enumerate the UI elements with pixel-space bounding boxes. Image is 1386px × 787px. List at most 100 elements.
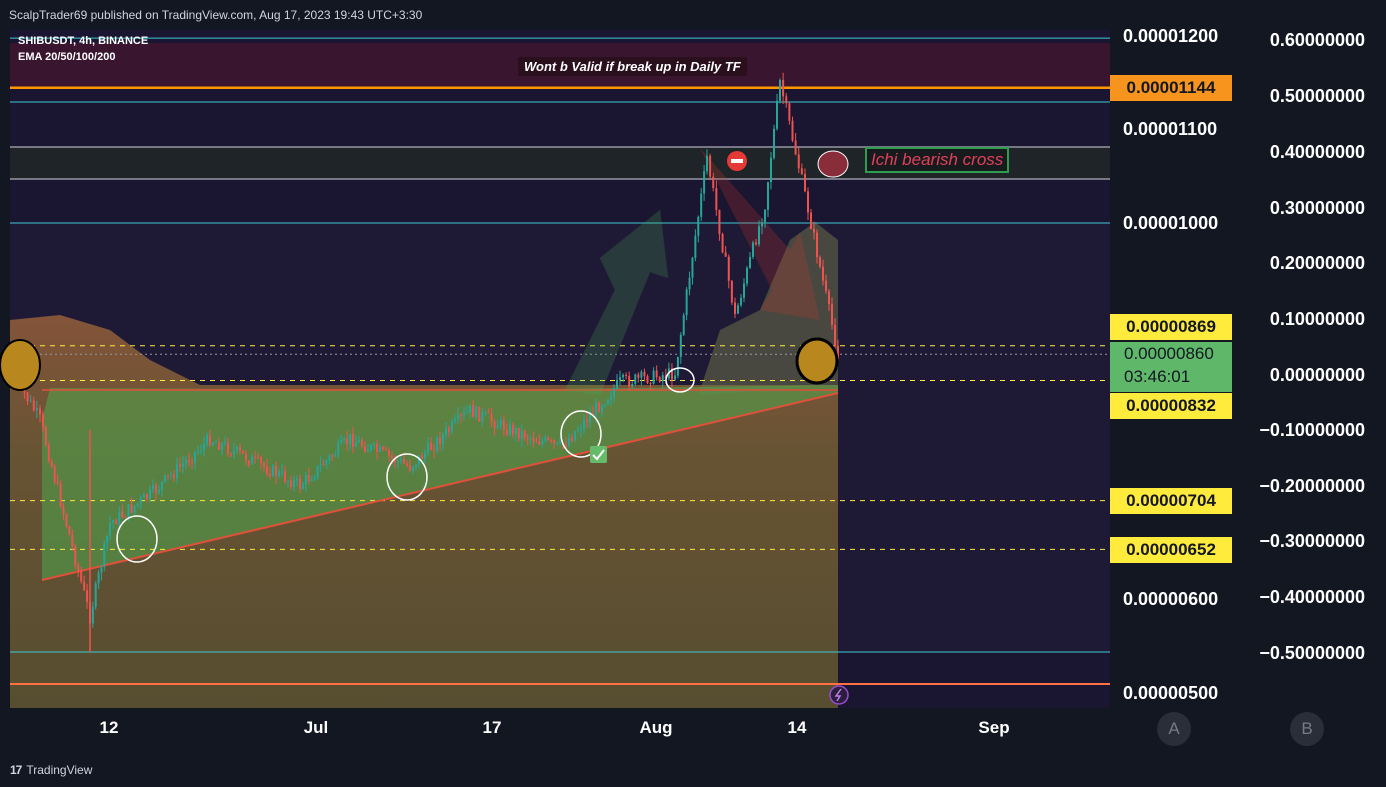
indicator-legend[interactable]: EMA 20/50/100/200	[18, 51, 116, 63]
candle-body	[460, 414, 462, 416]
bullish-projection-arrow	[564, 209, 669, 396]
candle-body	[370, 444, 372, 450]
price-chart[interactable]	[0, 30, 1386, 757]
candle-body	[655, 370, 658, 378]
candle-body	[385, 449, 387, 451]
candle-body	[712, 176, 715, 189]
resistance-price-tag: 0.00001144	[1110, 75, 1232, 101]
candle-body	[50, 461, 53, 467]
candle-body	[613, 388, 615, 398]
candle-body	[245, 453, 247, 461]
candle-body	[427, 443, 429, 453]
candle-body	[266, 466, 268, 474]
candle-body	[782, 79, 785, 97]
candle-body	[779, 79, 781, 101]
candle-body	[837, 345, 839, 359]
candle-body	[484, 412, 487, 414]
candle-body	[475, 406, 478, 418]
secondary-axis-label: −0.50000000	[1259, 643, 1365, 663]
candle-body	[379, 446, 381, 452]
candle-body	[514, 427, 517, 435]
candle-body	[337, 442, 340, 455]
candle-body	[571, 438, 573, 441]
time-label: 17	[482, 718, 502, 737]
candle-body	[56, 481, 59, 484]
candle-body	[767, 182, 769, 210]
candle-body	[807, 191, 809, 213]
candle-body	[149, 489, 151, 499]
candle-body	[589, 413, 591, 423]
candle-body	[331, 455, 334, 457]
candle-body	[182, 463, 184, 467]
candle-body	[130, 504, 133, 513]
candle-body	[319, 464, 322, 466]
secondary-axis-label: −0.30000000	[1259, 531, 1365, 551]
candle-body	[547, 437, 550, 441]
candle-body	[206, 435, 208, 444]
candle-body	[565, 444, 567, 447]
ascending-support-line[interactable]	[41, 392, 839, 581]
candle-body	[376, 443, 378, 452]
candle-body	[679, 334, 682, 357]
candle-body	[752, 242, 754, 257]
candle-body	[448, 428, 450, 432]
candle-body	[328, 455, 331, 461]
candle-body	[121, 511, 124, 517]
candle-body	[776, 100, 778, 129]
candle-body	[550, 440, 553, 442]
auto-scale-button[interactable]: A	[1157, 712, 1191, 746]
candle-body	[124, 516, 127, 518]
candle-body	[388, 450, 390, 456]
candle-body	[139, 497, 142, 504]
candle-body	[409, 465, 411, 471]
candle-body	[355, 442, 357, 447]
candle-body	[424, 452, 426, 459]
candle-body	[103, 543, 106, 567]
candle-body	[242, 450, 244, 454]
candle-body	[47, 445, 50, 462]
time-label: 12	[99, 718, 119, 737]
candle-body	[439, 437, 441, 445]
scale-b-button[interactable]: B	[1290, 712, 1324, 746]
candle-body	[233, 450, 235, 455]
candle-body	[661, 375, 664, 382]
lightning-icon[interactable]	[829, 685, 849, 705]
candle-body	[451, 421, 453, 432]
price-label: 0.00000600	[1123, 589, 1219, 609]
candle-body	[688, 277, 691, 290]
candle-body	[86, 590, 89, 603]
candle-body	[290, 480, 292, 488]
brand-name: TradingView	[26, 763, 93, 777]
check-mark-glyph	[592, 449, 605, 461]
tradingview-logo[interactable]: 17 TradingView	[10, 763, 92, 777]
candle-body	[239, 446, 241, 451]
bullish-triangle-zone	[42, 385, 838, 580]
secondary-axis-label: 0.60000000	[1269, 30, 1365, 50]
touch-circle	[560, 410, 602, 458]
ichi-annotation[interactable]: Ichi bearish cross	[865, 147, 1010, 173]
candle-body	[469, 405, 471, 412]
candle-body	[746, 267, 748, 284]
secondary-axis-label: 0.40000000	[1269, 142, 1365, 162]
candle-body	[304, 475, 307, 485]
candle-body	[442, 434, 444, 445]
candle-body	[454, 418, 456, 422]
candle-body	[541, 440, 544, 445]
candle-body	[65, 514, 68, 527]
level-price-tag: 0.00000704	[1110, 488, 1232, 514]
candle-body	[721, 234, 724, 253]
candle-body	[313, 477, 316, 480]
symbol-legend[interactable]: SHIBUSDT, 4h, BINANCE	[18, 35, 149, 47]
candle-body	[785, 96, 788, 104]
supply-band	[10, 147, 1110, 179]
candle-body	[325, 460, 328, 466]
sell-signal-bar	[731, 159, 743, 163]
candle-body	[215, 442, 217, 444]
warning-annotation[interactable]: Wont b Valid if break up in Daily TF	[518, 57, 747, 76]
candle-body	[583, 419, 585, 430]
level-price-tag: 0.00000832	[1110, 393, 1232, 419]
candle-body	[230, 453, 232, 455]
candle-body	[794, 140, 797, 155]
candle-body	[284, 471, 286, 482]
candle-body	[791, 120, 794, 141]
